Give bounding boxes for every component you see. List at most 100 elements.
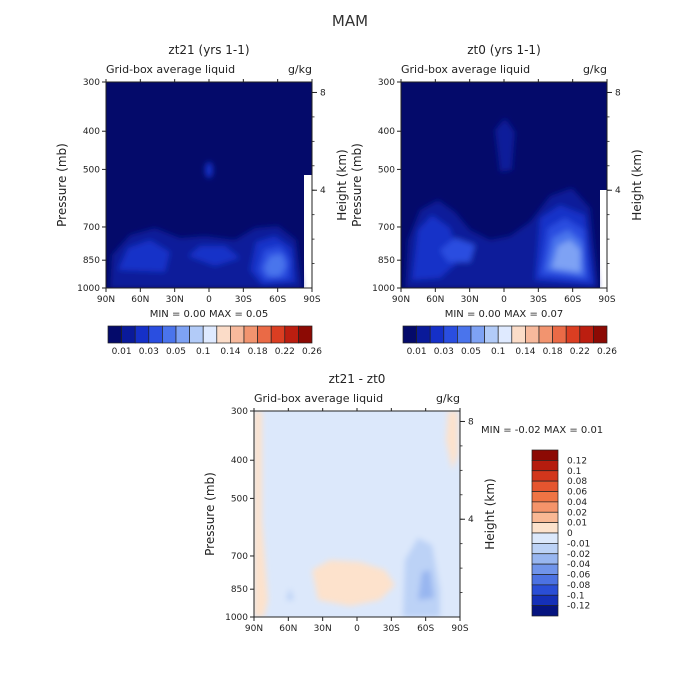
- colorbar-label: 0.04: [567, 498, 587, 508]
- panel-title: zt0 (yrs 1-1): [467, 43, 541, 57]
- page-title: MAM: [331, 12, 369, 30]
- colorbar-swatch: [443, 325, 458, 344]
- colorbar-swatch: [531, 460, 559, 472]
- y-tick-label: 300: [83, 78, 100, 88]
- y-tick-label: 1000: [77, 284, 100, 294]
- colorbar-swatch: [470, 325, 485, 344]
- panel-units: g/kg: [583, 63, 607, 76]
- colorbar-swatch: [429, 325, 445, 344]
- colorbar-label: 0.08: [567, 477, 587, 487]
- panel-subtitle: Grid-box average liquid: [106, 63, 235, 76]
- x-tick-label: 90S: [598, 295, 615, 305]
- y-right-tick-label: 4: [468, 515, 474, 525]
- y-tick-label: 700: [231, 552, 248, 562]
- y-right-tick-label: 8: [320, 88, 326, 98]
- colorbar-swatch: [531, 449, 559, 461]
- axes-layer: 90N 60N 30N 0 30S 60S 90S300400500700850100084…: [55, 78, 644, 634]
- colorbar-swatch: [531, 532, 559, 544]
- colorbar-panel-2: 0.120.10.080.060.040.020.010-0.01-0.02-0…: [531, 449, 591, 617]
- x-tick-label: 30N: [314, 624, 332, 634]
- colorbar-label: 0.22: [275, 347, 295, 357]
- colorbar-label: 0.22: [570, 347, 590, 357]
- colorbar-swatch: [134, 325, 150, 344]
- colorbar-label: 0.01: [112, 347, 132, 357]
- colorbar-swatch: [162, 325, 177, 344]
- x-tick-label: 60N: [426, 295, 444, 305]
- x-tick-label: 90N: [97, 295, 115, 305]
- colorbar-swatch: [175, 325, 190, 344]
- colorbar-label: 0.06: [567, 488, 587, 498]
- y-tick-label: 500: [83, 165, 100, 175]
- y-axis-right-label: Height (km): [630, 149, 644, 220]
- x-tick-label: 0: [354, 624, 360, 634]
- colorbar-swatch: [202, 325, 218, 344]
- colorbar-swatch: [107, 325, 122, 344]
- x-tick-label: 90S: [303, 295, 320, 305]
- x-tick-label: 30S: [235, 295, 252, 305]
- colorbar-swatch: [593, 325, 608, 344]
- colorbar-swatch: [457, 325, 472, 344]
- colorbar-swatch: [531, 501, 559, 513]
- colorbar-label: 0: [567, 529, 573, 539]
- x-tick-label: 90N: [392, 295, 410, 305]
- colorbar-label: -0.02: [567, 550, 590, 560]
- colorbar-swatch: [511, 325, 526, 344]
- colorbar-swatch: [270, 325, 286, 344]
- colorbar-swatch: [531, 543, 559, 555]
- colorbar-swatch: [531, 563, 559, 575]
- colorbar-label: 0.26: [302, 347, 322, 357]
- x-tick-label: 60S: [269, 295, 286, 305]
- colorbar-label: 0.12: [567, 456, 587, 466]
- colorbar-swatch: [531, 480, 559, 492]
- colorbar-label: 0.14: [220, 347, 240, 357]
- x-tick-label: 90S: [451, 624, 468, 634]
- colorbar-swatch: [579, 325, 594, 344]
- x-tick-label: 30N: [461, 295, 479, 305]
- colorbar-swatch: [531, 522, 559, 534]
- axes-panel-2: 90N 60N 30N 0 30S 60S 90S 300 400 500 700 850 1000 8 4…: [203, 407, 603, 634]
- colorbar-swatch: [257, 325, 272, 344]
- colorbar-swatch: [121, 325, 136, 344]
- colorbar-label: 0.18: [543, 347, 563, 357]
- y-right-tick-label: 8: [615, 88, 621, 98]
- colorbar-swatch: [497, 325, 513, 344]
- x-tick-label: 60N: [279, 624, 297, 634]
- colorbar-swatch: [531, 584, 559, 596]
- y-tick-label: 400: [378, 127, 395, 137]
- y-tick-label: 500: [378, 165, 395, 175]
- heatmap-field: [254, 411, 460, 617]
- axes-panel-1: 90N 60N 30N 0 30S 60S 90S 300 400 500 700 850 1000 8 4…: [350, 78, 644, 320]
- colorbar-label: 0.1: [491, 347, 505, 357]
- panel-units: g/kg: [436, 392, 460, 405]
- x-tick-label: 0: [206, 295, 212, 305]
- colorbar-label: 0.01: [407, 347, 427, 357]
- colorbar-swatch: [298, 325, 313, 344]
- panel-title: zt21 (yrs 1-1): [168, 43, 249, 57]
- panel-zt0: zt0 (yrs 1-1) Grid-box average liquid g/…: [400, 43, 608, 289]
- y-tick-label: 400: [231, 456, 248, 466]
- colorbar-label: 0.03: [434, 347, 454, 357]
- min-max-stats: MIN = -0.02 MAX = 0.01: [481, 425, 603, 436]
- colorbar-swatch: [230, 325, 245, 344]
- y-tick-label: 1000: [372, 284, 395, 294]
- colorbar-label: -0.04: [567, 560, 591, 570]
- heatmap-field: [106, 82, 312, 288]
- y-tick-label: 700: [83, 223, 100, 233]
- colorbar-swatch: [531, 605, 559, 617]
- colorbar-swatch: [148, 325, 163, 344]
- colorbar-panel-1: 0.01 0.03 0.05 0.1 0.14 0.18 0.22 0.26: [402, 325, 617, 357]
- y-tick-label: 850: [378, 256, 395, 266]
- y-right-tick-label: 4: [615, 186, 621, 196]
- y-axis-label: Pressure (mb): [55, 143, 69, 227]
- panel-title: zt21 - zt0: [329, 372, 386, 386]
- panel-units: g/kg: [288, 63, 312, 76]
- colorbar-swatch: [538, 325, 553, 344]
- colorbar-label: 0.1: [567, 467, 581, 477]
- colorbar-swatch: [565, 325, 581, 344]
- x-tick-label: 30S: [530, 295, 547, 305]
- y-tick-label: 850: [83, 256, 100, 266]
- colorbar-swatch: [531, 511, 559, 523]
- y-axis-label: Pressure (mb): [203, 472, 217, 556]
- colorbar-swatch: [525, 325, 540, 344]
